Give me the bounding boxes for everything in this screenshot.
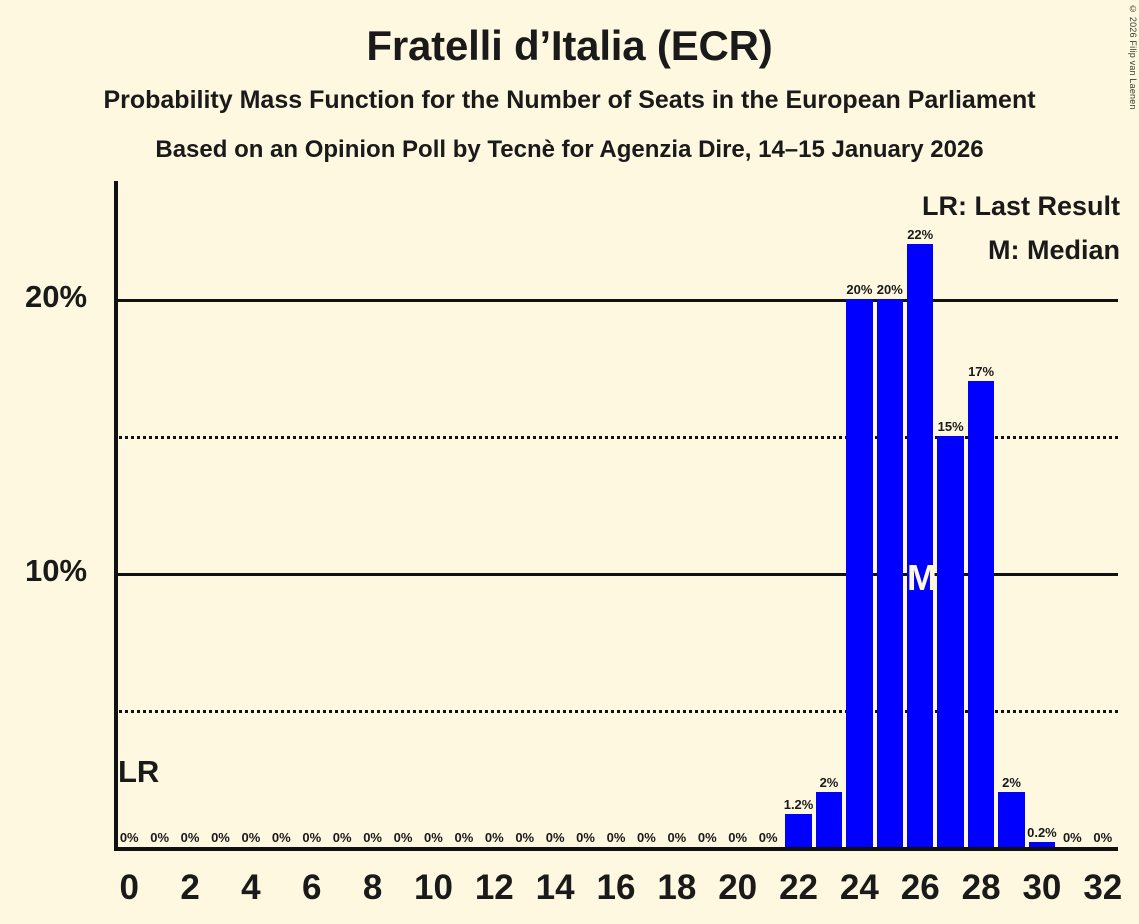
bar-value-label-31: 0%	[1062, 830, 1082, 845]
bar-value-label-2: 0%	[180, 830, 200, 845]
x-axis-tick-6: 6	[302, 868, 322, 907]
bar-value-label-28: 17%	[968, 364, 995, 380]
bar-value-label-4: 0%	[241, 830, 261, 845]
copyright-notice: © 2026 Filip van Laenen	[1128, 4, 1138, 110]
x-axis-tick-24: 24	[839, 868, 879, 907]
bar-seats-27	[937, 436, 964, 847]
y-axis-tick-label-10: 10%	[25, 553, 88, 588]
x-axis-tick-22: 22	[779, 868, 818, 907]
bar-value-label-7: 0%	[332, 830, 352, 845]
y-axis-tick-label-20: 20%	[25, 279, 88, 314]
x-axis-line	[114, 847, 1118, 851]
chart-subtitle: Probability Mass Function for the Number…	[103, 86, 1036, 114]
bar-seats-26	[907, 244, 934, 847]
median-marker: M	[907, 556, 938, 598]
bar-value-label-8: 0%	[363, 830, 382, 845]
bar-seats-25	[876, 299, 904, 847]
chart-source-line: Based on an Opinion Poll by Tecnè for Ag…	[155, 136, 984, 163]
bar-value-label-23: 2%	[819, 775, 839, 791]
x-axis-tick-12: 12	[474, 868, 514, 907]
bar-value-label-24: 20%	[846, 282, 873, 297]
y-axis-line	[114, 181, 118, 851]
gridline-15pct	[114, 436, 1118, 439]
bar-seats-28	[967, 381, 995, 847]
bar-value-label-26: 22%	[907, 227, 934, 243]
bar-seats-24	[846, 299, 873, 847]
gridline-20pct	[114, 299, 1118, 302]
x-axis-tick-4: 4	[241, 868, 261, 907]
x-axis-tick-18: 18	[657, 868, 697, 907]
bar-value-label-19: 0%	[697, 830, 717, 845]
bar-value-label-14: 0%	[545, 830, 565, 845]
bar-value-label-20: 0%	[728, 830, 748, 845]
x-axis-tick-28: 28	[961, 868, 1001, 907]
bar-value-label-27: 15%	[937, 419, 964, 434]
bar-value-label-13: 0%	[515, 830, 535, 845]
x-axis-tick-30: 30	[1022, 868, 1062, 907]
bar-value-label-30: 0.2%	[1027, 824, 1057, 840]
x-axis-tick-10: 10	[413, 868, 453, 907]
bar-value-label-6: 0%	[302, 830, 322, 845]
bar-value-label-5: 0%	[271, 830, 291, 845]
legend-item-last-result: LR: Last Result	[921, 191, 1120, 221]
page-title: Fratelli d’Italia (ECR)	[366, 22, 773, 69]
chart-legend: LR: Last Result M: Median	[922, 184, 1120, 272]
bar-value-label-29: 2%	[1002, 775, 1021, 791]
x-axis-tick-14: 14	[535, 868, 575, 907]
bar-value-label-17: 0%	[637, 830, 656, 845]
bar-value-label-25: 20%	[876, 282, 903, 297]
x-axis-tick-20: 20	[718, 868, 758, 907]
bar-seats-30	[1028, 841, 1056, 847]
bar-value-label-21: 0%	[758, 830, 778, 845]
last-result-marker: LR	[118, 754, 160, 789]
x-axis-tick-0: 0	[119, 868, 139, 907]
gridline-5pct	[114, 710, 1118, 713]
bar-value-label-16: 0%	[606, 830, 626, 845]
bar-value-label-10: 0%	[424, 830, 443, 845]
bar-value-label-32: 0%	[1093, 830, 1113, 845]
x-axis-tick-16: 16	[596, 868, 636, 907]
bar-seats-23	[815, 792, 843, 847]
bar-value-label-15: 0%	[576, 830, 595, 845]
bar-value-label-22: 1.2%	[783, 797, 814, 813]
bar-value-label-18: 0%	[667, 830, 687, 845]
plot-area: 0% 0% 0% 0% 0% 0% 0% 0% 0% 0% 0% 0% 0% 0% 0% 0% 0% 0% 0% 0%…	[114, 181, 1118, 851]
x-axis-tick-32: 32	[1083, 868, 1123, 907]
bar-value-label-9: 0%	[393, 830, 413, 845]
bar-value-label-1: 0%	[150, 830, 170, 845]
bar-value-label-3: 0%	[211, 830, 230, 845]
bar-value-label-0: 0%	[119, 830, 139, 845]
x-axis-tick-2: 2	[180, 868, 200, 907]
bar-value-label-12: 0%	[484, 830, 504, 845]
x-axis-tick-26: 26	[900, 868, 940, 907]
bar-seats-29	[998, 792, 1025, 847]
bar-value-label-11: 0%	[454, 830, 474, 845]
x-axis-tick-8: 8	[362, 868, 383, 907]
bar-seats-22	[785, 814, 812, 847]
gridline-10pct	[114, 573, 1118, 576]
legend-item-median: M: Median	[988, 235, 1120, 265]
